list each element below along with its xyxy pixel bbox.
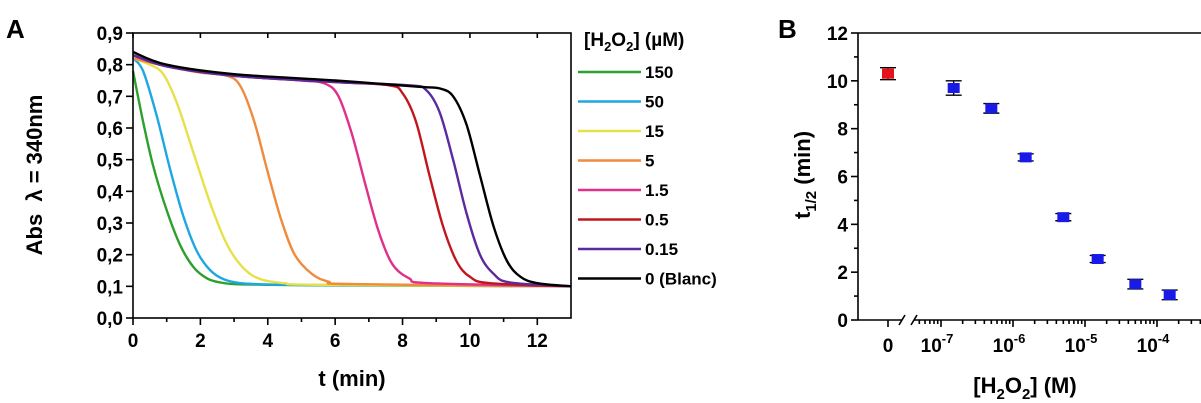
- panel-a-x-ticks: 0 2 4 6 8 10 12: [128, 33, 548, 352]
- panel-b-x-tick-label: 10-5: [1065, 331, 1098, 357]
- panel-a-series-line-8: [132, 50, 572, 288]
- tick-base: 10: [993, 336, 1014, 357]
- tick-exponent: -6: [1014, 331, 1026, 346]
- panel-b-x-tick-label-zero: 0: [883, 336, 894, 357]
- panel-b-point: [1057, 212, 1070, 223]
- panel-b-y-tick-label: 12: [827, 24, 848, 45]
- panel-b-points: [880, 66, 1178, 301]
- x-title-part: [H: [973, 373, 996, 398]
- panel-a-series-line-7: [132, 54, 572, 288]
- panel-a-x-axis-title: t (min): [318, 366, 385, 391]
- x-title-part: O: [1005, 373, 1022, 398]
- panel-a-x-tick-label: 12: [527, 331, 548, 352]
- panel-a-y-tick-label: 0,8: [97, 56, 123, 77]
- tick-base: 10: [1065, 336, 1086, 357]
- panel-a-y-tick-label: 0,3: [97, 214, 123, 235]
- tick-base: 10: [1137, 336, 1158, 357]
- panel-a-plot-frame: [132, 32, 572, 319]
- panel-b-x-tick-label: 10-6: [993, 331, 1026, 357]
- panel-b-letter: B: [778, 14, 797, 44]
- tick-base: 10: [921, 336, 942, 357]
- tick-exponent: -7: [942, 331, 954, 346]
- panel-b-y-tick-label: 4: [837, 215, 848, 236]
- panel-a-x-tick-label: 6: [330, 331, 341, 352]
- panel-b-axis-break-mark: [898, 314, 906, 326]
- panel-a-chart: 0 2 4 6 8 10 12 0,0 0,1 0,2 0,3 0,4 0,5 0,6 0,7 0,8 0,9…: [22, 24, 717, 391]
- panel-a-series-line-3: [132, 57, 572, 288]
- panel-a-y-tick-label: 0,5: [97, 151, 124, 172]
- panel-a-y-tick-label: 0,4: [97, 182, 124, 203]
- panel-b-y-tick-label: 10: [827, 72, 848, 93]
- panel-b-point: [1163, 289, 1176, 300]
- panel-b-axes: [857, 32, 1201, 326]
- legend-title-part: 2: [604, 39, 611, 54]
- x-title-part: 2: [1022, 386, 1030, 403]
- panel-a-legend-label: 0.15: [645, 240, 678, 259]
- panel-a-y-ticks: 0,0 0,1 0,2 0,3 0,4 0,5 0,6 0,7 0,8 0,9: [97, 24, 133, 330]
- panel-b-point: [1129, 279, 1142, 290]
- panel-b-y-tick-label: 6: [837, 168, 848, 189]
- tick-exponent: -5: [1086, 331, 1098, 346]
- panel-b-x-tick-label: 10-7: [921, 331, 954, 357]
- panel-a-y-tick-label: 0,9: [97, 24, 123, 45]
- panel-a-legend-label: 150: [645, 63, 673, 82]
- panel-b-x-axis-title: [H2O2] (M): [973, 373, 1076, 403]
- panel-a-legend-label: 0 (Blanc): [645, 270, 717, 289]
- panel-b-point: [1091, 254, 1104, 265]
- panel-b-y-tick-label: 2: [837, 263, 848, 284]
- y-title-part: t: [790, 211, 815, 219]
- panel-a-y-tick-label: 0,6: [97, 119, 123, 140]
- panel-a-letter: A: [6, 14, 25, 44]
- tick-exponent: -4: [1158, 331, 1170, 346]
- panel-a-x-tick-label: 4: [262, 331, 273, 352]
- panel-a-x-tick-label: 0: [128, 331, 139, 352]
- panel-b-point: [985, 103, 998, 114]
- panel-a-legend-label: 5: [645, 152, 654, 171]
- x-title-part: 2: [996, 386, 1004, 403]
- legend-title-part: O: [611, 30, 626, 51]
- panel-b-y-tick-label: 8: [837, 120, 848, 141]
- x-title-part: ] (M): [1030, 373, 1076, 398]
- panel-a-y-tick-label: 0,7: [97, 87, 123, 108]
- panel-a-legend-label: 0.5: [645, 211, 669, 230]
- y-title-part: (min): [790, 131, 815, 191]
- panel-b-point: [947, 83, 960, 94]
- panel-a-series-group: [131, 50, 572, 288]
- panel-a-y-tick-label: 0,2: [97, 246, 123, 267]
- legend-title-part: 2: [626, 39, 633, 54]
- legend-title-part: [H: [584, 30, 604, 51]
- panel-b-y-ticks: 0 2 4 6 8 10 12: [827, 24, 858, 332]
- panel-a-y-axis-title: Abs λ = 340nm: [22, 95, 47, 256]
- panel-a-legend-label: 50: [645, 93, 664, 112]
- panel-a-legend-title: [H2O2] (µM): [584, 30, 684, 54]
- panel-b-y-axis-title: t1/2 (min): [790, 131, 820, 219]
- panel-a-y-tick-label: 0,0: [97, 309, 123, 330]
- svg-text:Abs λ = 340nm: Abs λ = 340nm: [22, 95, 47, 256]
- panel-a-x-tick-label: 10: [459, 331, 480, 352]
- svg-text:t1/2 (min): t1/2 (min): [790, 131, 820, 219]
- panel-a-y-axis-title-sub: λ = 340nm: [22, 95, 47, 202]
- panel-a-x-tick-label: 2: [195, 331, 206, 352]
- panel-a-legend-label: 15: [645, 122, 664, 141]
- panel-b-point: [1019, 152, 1032, 163]
- panel-b-x-tick-label: 10-4: [1137, 331, 1170, 357]
- legend-title-part: ] (µM): [633, 30, 684, 51]
- y-title-part: 1/2: [803, 191, 820, 212]
- panel-b-y-tick-label: 0: [837, 311, 848, 332]
- panel-a-y-tick-label: 0,1: [97, 277, 124, 298]
- panel-b-point-zero: [882, 68, 894, 79]
- panel-a-x-tick-label: 8: [397, 331, 408, 352]
- panel-a-y-axis-title-main: Abs: [22, 214, 47, 256]
- panel-b-axis-break-mark: [910, 314, 918, 326]
- panel-a-legend-label: 1.5: [645, 181, 669, 200]
- panel-b-x-ticks: 0 10-7 10-6 10-5 10-4: [883, 320, 1201, 357]
